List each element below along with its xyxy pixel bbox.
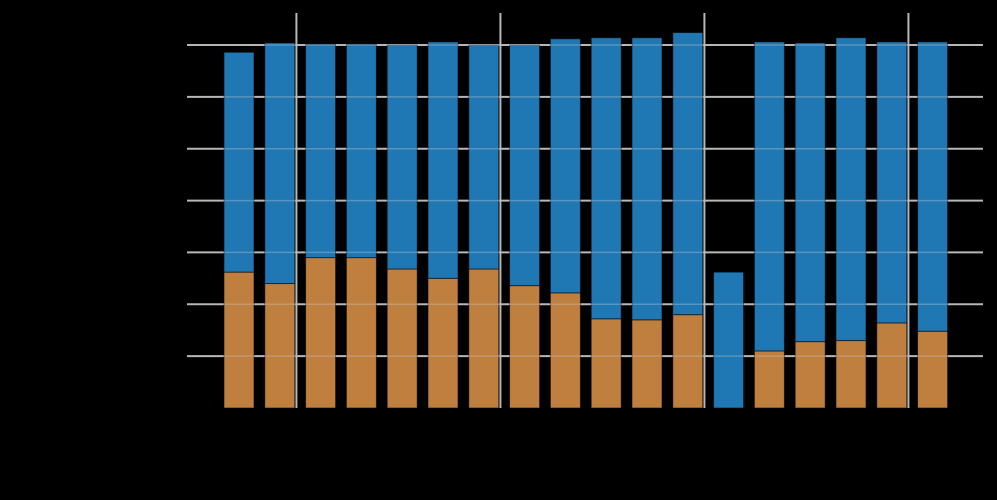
- bar-segment-bottom: [917, 330, 949, 409]
- bar-segment-bottom: [753, 350, 785, 409]
- bar-segment-top: [223, 51, 255, 273]
- bar-segment-top: [509, 44, 541, 287]
- bar-segment-bottom: [876, 322, 908, 409]
- bar-segment-top: [264, 42, 296, 285]
- bar-segment-bottom: [468, 268, 500, 409]
- bar-segment-top: [713, 271, 745, 409]
- bar-segment-top: [305, 43, 337, 259]
- bar-segment-top: [427, 41, 459, 279]
- bars: [223, 32, 949, 409]
- bar-segment-bottom: [835, 340, 867, 409]
- bar-segment-top: [876, 41, 908, 324]
- bar-segment-bottom: [509, 285, 541, 409]
- bar-segment-bottom: [427, 277, 459, 409]
- bar-segment-top: [794, 42, 826, 343]
- bar-segment-bottom: [264, 283, 296, 409]
- bar-segment-top: [835, 37, 867, 342]
- bar-segment-top: [917, 41, 949, 332]
- bar-segment-bottom: [631, 319, 663, 409]
- bar-segment-bottom: [549, 292, 581, 409]
- bar-segment-bottom: [345, 257, 377, 409]
- bar-segment-top: [345, 43, 377, 259]
- bar-segment-bottom: [794, 341, 826, 409]
- bar-segment-top: [386, 44, 418, 270]
- bar-segment-bottom: [223, 271, 255, 409]
- bar-segment-bottom: [672, 314, 704, 409]
- bar-segment-top: [468, 44, 500, 270]
- bar-segment-top: [753, 41, 785, 352]
- bar-segment-bottom: [386, 268, 418, 409]
- bar-segment-bottom: [305, 257, 337, 409]
- bar-segment-top: [549, 38, 581, 294]
- bar-segment-top: [590, 37, 622, 320]
- gridline-overlay: [187, 13, 983, 408]
- bar-segment-top: [672, 32, 704, 316]
- bar-segment-bottom: [590, 318, 622, 409]
- bar-segment-top: [631, 37, 663, 321]
- vertical-gridlines: [295, 13, 910, 408]
